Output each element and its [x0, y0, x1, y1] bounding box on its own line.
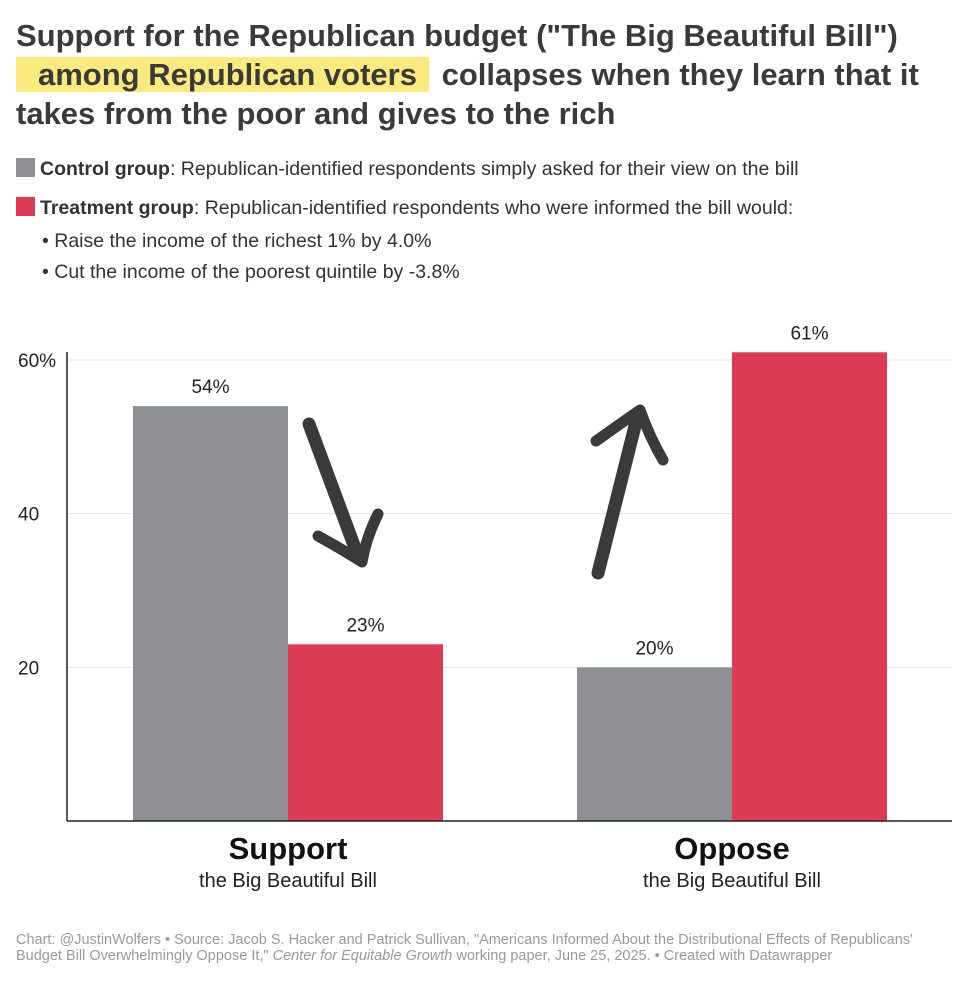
arrow-up-head [590, 404, 669, 466]
bar-label-oppose-treatment: 61% [790, 323, 828, 344]
y-tick-label-20: 20 [18, 658, 39, 679]
control-swatch [16, 158, 35, 177]
y-tick-label-60: 60% [18, 351, 56, 372]
legend-control: Control group: Republican-identified res… [16, 158, 799, 181]
bar-support-treatment [288, 644, 443, 821]
bar-oppose-control [577, 667, 732, 821]
footer-source: Chart: @JustinWolfers • Source: Jacob S.… [16, 932, 916, 964]
category-label-support: Support [229, 831, 348, 866]
bar-label-oppose-control: 20% [635, 638, 673, 659]
control-desc: : Republican-identified respondents simp… [169, 158, 799, 180]
footer-text1: Chart: @JustinWolfers • Source: Jacob S.… [16, 932, 913, 964]
title-highlight: among Republican voters [16, 57, 429, 92]
bullet-2: • Cut the income of the poorest quintile… [42, 261, 460, 283]
bar-support-control [133, 406, 288, 821]
y-tick-label-40: 40 [18, 505, 39, 526]
bar-chart: 20 40 60% 54% 23% Support the Big Beautiful Bi… [18, 323, 952, 892]
treatment-label: Treatment group [40, 197, 194, 219]
title-part2: collapses when they learn that it takes … [16, 57, 919, 131]
bullet-1: • Raise the income of the richest 1% by … [42, 230, 432, 252]
footer-text2: working paper, June 25, 2025. • Created … [452, 948, 833, 964]
bar-label-support-control: 54% [191, 377, 229, 398]
category-label-oppose: Oppose [674, 831, 789, 866]
treatment-desc: : Republican-identified respondents who … [193, 197, 794, 219]
treatment-swatch [16, 197, 35, 216]
category-sublabel-oppose: the Big Beautiful Bill [643, 870, 821, 892]
category-sublabel-support: the Big Beautiful Bill [199, 870, 377, 892]
legend-treatment: Treatment group: Republican-identified r… [16, 197, 793, 220]
control-label: Control group [40, 158, 170, 180]
chart-title: Support for the Republican budget ("The … [16, 16, 956, 133]
bar-label-support-treatment: 23% [346, 615, 384, 636]
bar-oppose-treatment [732, 352, 887, 821]
arrow-down-shaft [302, 417, 362, 555]
footer-italic: Center for Equitable Growth [272, 948, 453, 964]
arrow-down-head [312, 508, 384, 568]
arrow-up-shaft [591, 411, 644, 580]
title-part1: Support for the Republican budget ("The … [16, 18, 898, 53]
